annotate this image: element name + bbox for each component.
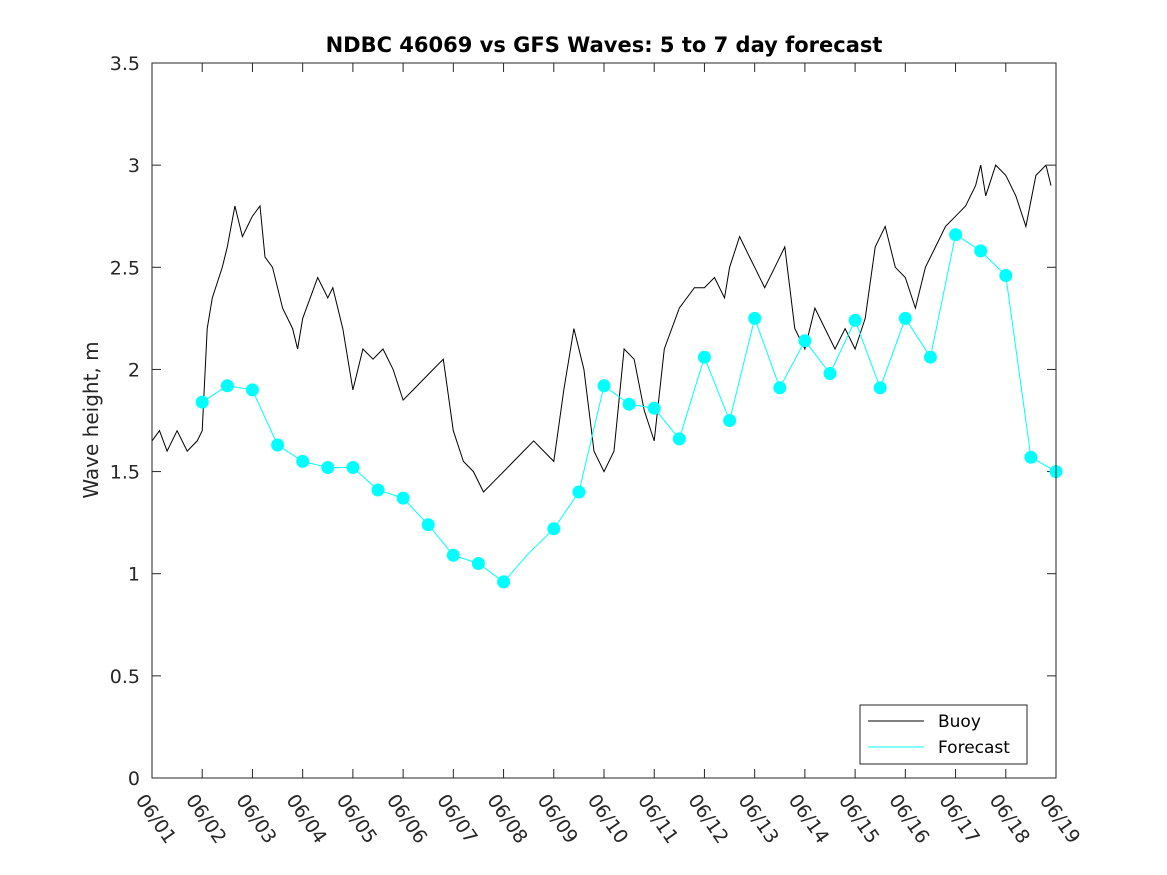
x-tick-label: 06/05 bbox=[332, 790, 381, 847]
x-tick-label: 06/13 bbox=[734, 790, 783, 847]
forecast-point bbox=[346, 461, 360, 474]
y-tick-label: 3 bbox=[128, 155, 140, 177]
x-tick-label: 06/18 bbox=[985, 790, 1034, 847]
y-tick-label: 1.5 bbox=[110, 462, 140, 484]
forecast-point bbox=[974, 244, 988, 258]
forecast-point bbox=[296, 454, 310, 468]
y-tick-label: 2 bbox=[128, 359, 140, 381]
forecast-point bbox=[823, 367, 837, 380]
forecast-point bbox=[949, 228, 963, 242]
y-tick-label: 2.5 bbox=[110, 257, 140, 279]
forecast-point bbox=[421, 518, 435, 532]
x-tick-label: 06/16 bbox=[884, 790, 933, 847]
forecast-point bbox=[220, 379, 234, 393]
forecast-point bbox=[195, 395, 209, 409]
legend: Buoy Forecast bbox=[859, 704, 1028, 765]
forecast-point bbox=[321, 461, 335, 474]
forecast-point bbox=[446, 548, 460, 562]
x-tick-label: 06/19 bbox=[1035, 790, 1084, 847]
x-tick-label: 06/12 bbox=[683, 790, 732, 847]
forecast-point bbox=[773, 381, 787, 395]
x-tick-label: 06/09 bbox=[533, 790, 582, 847]
x-tick-label: 06/02 bbox=[181, 790, 230, 847]
x-tick-label: 06/06 bbox=[382, 790, 431, 847]
plot-area bbox=[152, 63, 1056, 778]
y-tick-label: 0 bbox=[128, 768, 140, 790]
x-tick-label: 06/03 bbox=[231, 790, 280, 847]
chart-title: NDBC 46069 vs GFS Waves: 5 to 7 day fore… bbox=[326, 33, 883, 57]
x-tick-label: 06/08 bbox=[482, 790, 531, 847]
x-tick-label: 06/17 bbox=[934, 790, 983, 847]
forecast-point bbox=[245, 383, 259, 397]
y-axis-label: Wave height, m bbox=[79, 341, 103, 498]
forecast-point bbox=[597, 379, 611, 393]
forecast-point bbox=[572, 485, 586, 499]
forecast-point bbox=[923, 350, 937, 364]
forecast-point bbox=[622, 397, 636, 411]
forecast-point bbox=[798, 334, 812, 348]
plot-frame bbox=[151, 62, 1057, 779]
forecast-markers bbox=[195, 228, 1063, 589]
forecast-point bbox=[371, 483, 385, 497]
forecast-point bbox=[748, 311, 762, 325]
x-tick-label: 06/14 bbox=[784, 790, 833, 847]
forecast-point bbox=[647, 401, 661, 415]
forecast-point bbox=[271, 438, 285, 452]
forecast-point bbox=[848, 313, 862, 327]
forecast-point bbox=[396, 491, 410, 505]
forecast-point bbox=[697, 350, 711, 364]
y-tick-label: 3.5 bbox=[110, 53, 140, 75]
x-tick-label: 06/15 bbox=[834, 790, 883, 847]
forecast-point bbox=[1024, 450, 1038, 464]
buoy-series-line bbox=[151, 164, 1052, 493]
legend-box bbox=[859, 704, 1028, 765]
x-tick-label: 06/01 bbox=[131, 790, 180, 847]
x-tick-label: 06/10 bbox=[583, 790, 632, 847]
y-tick-label: 1 bbox=[128, 564, 140, 586]
forecast-point bbox=[999, 269, 1013, 282]
legend-label-buoy: Buoy bbox=[938, 712, 981, 732]
y-tick-label: 0.5 bbox=[110, 666, 140, 688]
forecast-point bbox=[672, 432, 686, 446]
forecast-point bbox=[898, 311, 912, 325]
forecast-point bbox=[547, 522, 561, 536]
x-tick-label: 06/11 bbox=[633, 790, 682, 847]
forecast-point bbox=[497, 575, 511, 589]
x-tick-label: 06/04 bbox=[282, 790, 331, 847]
legend-label-forecast: Forecast bbox=[938, 738, 1010, 758]
x-tick-label: 06/07 bbox=[432, 790, 481, 847]
forecast-point bbox=[873, 381, 887, 395]
forecast-point bbox=[723, 414, 737, 427]
forecast-point bbox=[471, 557, 485, 570]
